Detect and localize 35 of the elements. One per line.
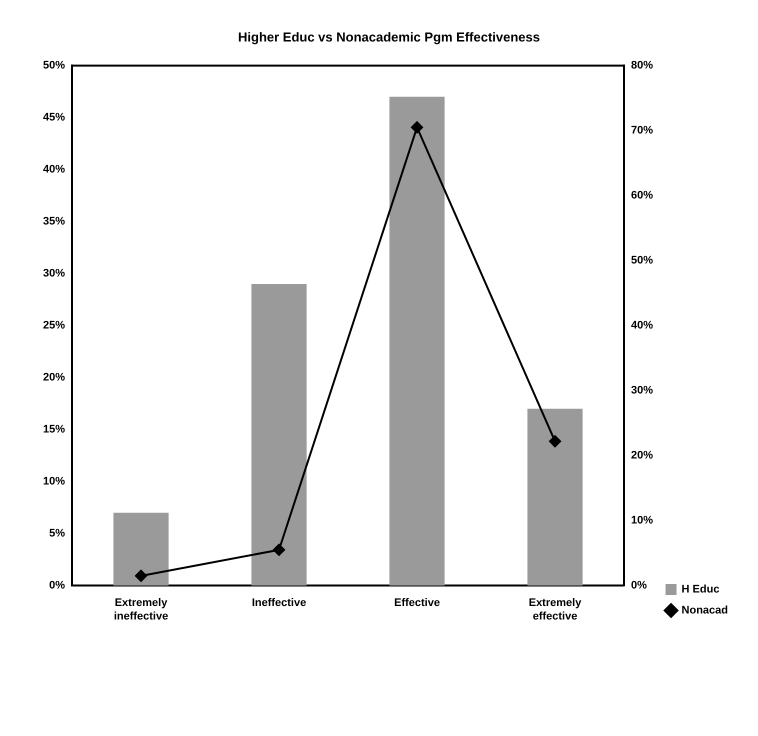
bar — [251, 284, 307, 586]
point — [273, 544, 286, 556]
y2-tick-label: 70% — [631, 124, 654, 137]
x-tick-label: Extremely ineffective — [114, 597, 168, 622]
bar — [389, 96, 445, 586]
y-tick-label: 45% — [42, 112, 66, 124]
y-tick-label: 0% — [49, 580, 66, 592]
y-tick-label: 30% — [42, 268, 66, 280]
y-tick-label: 35% — [42, 216, 66, 228]
x-tick-label: Extremely effective — [528, 597, 582, 622]
y-tick-label: 5% — [49, 528, 66, 540]
y2-tick-label: 50% — [631, 254, 654, 267]
y-tick-label: 15% — [42, 424, 66, 436]
point — [549, 435, 562, 448]
y-tick-label: 20% — [42, 372, 66, 384]
point — [135, 570, 148, 582]
y2-tick-label: 80% — [631, 60, 654, 72]
chart-title: Higher Educ vs Nonacademic Pgm Effectiveness — [238, 29, 540, 44]
y2-tick-label: 0% — [631, 580, 648, 592]
x-tick-label: Effective — [394, 597, 440, 610]
y-tick-label: 50% — [42, 60, 66, 72]
y-tick-label: 40% — [42, 164, 66, 176]
y-tick-label: 10% — [42, 476, 66, 488]
bar — [113, 512, 169, 586]
point — [411, 121, 424, 134]
y-tick-label: 25% — [42, 320, 66, 332]
y2-tick-label: 30% — [631, 384, 654, 397]
bar — [527, 408, 583, 586]
y2-tick-label: 60% — [631, 190, 654, 202]
legend-label: H Educ — [682, 584, 720, 596]
legend-label: Nonacad — [682, 604, 728, 617]
x-tick-label: Ineffective — [252, 597, 306, 610]
y2-tick-label: 10% — [631, 514, 654, 527]
y2-tick-label: 20% — [631, 450, 654, 462]
y2-tick-label: 40% — [631, 320, 654, 332]
